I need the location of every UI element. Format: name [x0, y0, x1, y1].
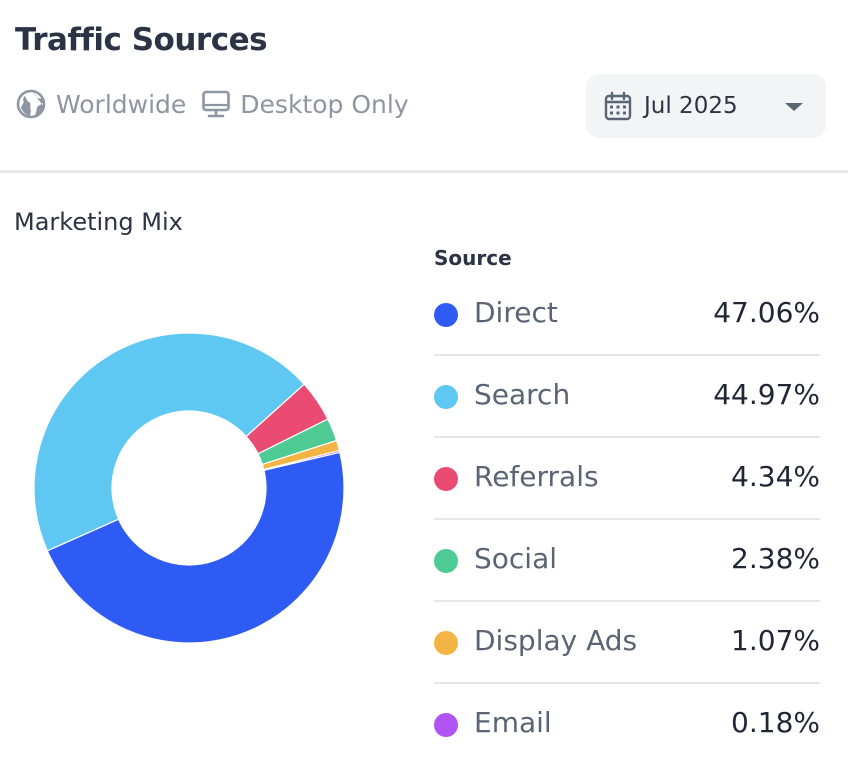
legend-dot	[434, 385, 458, 409]
device-label: Desktop Only	[240, 89, 409, 119]
legend-dot	[434, 303, 458, 327]
donut-slice-email[interactable]	[262, 449, 341, 471]
legend-value: 0.18%	[731, 706, 820, 739]
legend-row-email[interactable]: Email 0.18%	[434, 684, 820, 764]
region-filter[interactable]: Worldwide	[15, 88, 186, 120]
legend-value: 44.97%	[713, 378, 820, 411]
globe-icon	[16, 89, 46, 119]
legend-list: Direct 47.06% Search 44.97% Referrals 4.…	[434, 274, 820, 764]
donut-slice-direct[interactable]	[46, 451, 345, 644]
region-label: Worldwide	[56, 89, 187, 119]
legend-name: Referrals	[474, 460, 599, 493]
legend-row-direct[interactable]: Direct 47.06%	[434, 274, 820, 356]
header-divider	[0, 170, 848, 173]
legend-row-social[interactable]: Social 2.38%	[434, 520, 820, 602]
legend-name: Direct	[474, 296, 558, 329]
legend-name: Email	[474, 706, 552, 739]
donut-chart	[33, 332, 345, 644]
legend-dot	[434, 549, 458, 573]
legend-row-referrals[interactable]: Referrals 4.34%	[434, 438, 820, 520]
legend-value: 4.34%	[731, 460, 820, 493]
legend-value: 1.07%	[731, 624, 820, 657]
legend-name: Social	[474, 542, 558, 575]
chevron-down-icon	[785, 103, 803, 111]
date-label: Jul 2025	[644, 93, 738, 119]
legend-row-display-ads[interactable]: Display Ads 1.07%	[434, 602, 820, 684]
filter-bar: Worldwide Desktop Only	[15, 88, 409, 120]
legend-row-search[interactable]: Search 44.97%	[434, 356, 820, 438]
legend-header: Source	[434, 246, 512, 270]
legend-name: Search	[474, 378, 571, 411]
section-title: Marketing Mix	[14, 208, 183, 236]
page-title: Traffic Sources	[15, 22, 268, 58]
legend-name: Display Ads	[474, 624, 638, 657]
legend-dot	[434, 467, 458, 491]
calendar-icon	[604, 91, 632, 121]
monitor-icon	[202, 90, 231, 118]
date-picker[interactable]: Jul 2025	[586, 74, 826, 138]
legend-dot	[434, 631, 458, 655]
donut-slice-search[interactable]	[33, 332, 306, 552]
legend-value: 2.38%	[731, 542, 820, 575]
device-filter[interactable]: Desktop Only	[201, 88, 409, 120]
legend-dot	[434, 713, 458, 737]
legend-value: 47.06%	[713, 296, 820, 329]
